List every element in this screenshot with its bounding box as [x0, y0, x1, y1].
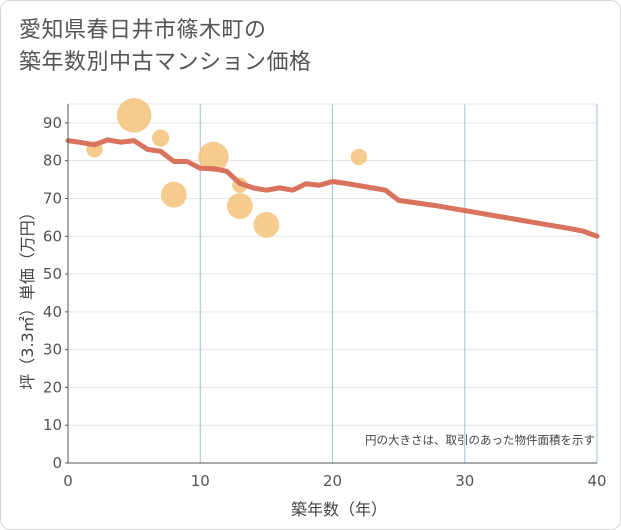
- bubble-point-8: [350, 148, 368, 166]
- chart-title-line1: 愛知県春日井市篠木町の: [19, 18, 267, 43]
- bubble-point-5: [227, 193, 253, 219]
- y-tick-label-20: 20: [43, 378, 62, 396]
- y-tick-label-30: 30: [43, 341, 62, 359]
- x-tick-label-10: 10: [191, 472, 210, 490]
- y-tick-label-80: 80: [43, 152, 62, 170]
- y-tick-label-10: 10: [43, 416, 62, 434]
- chart-title-line2: 築年数別中古マンション価格: [19, 50, 312, 75]
- y-tick-label-70: 70: [43, 189, 62, 207]
- chart-title: 愛知県春日井市篠木町の 築年数別中古マンション価格: [19, 15, 312, 79]
- bubble-series: [86, 98, 368, 238]
- axes: [67, 104, 597, 464]
- grid-lines: [68, 103, 598, 463]
- y-tick-label-90: 90: [43, 114, 62, 132]
- y-tick-label-0: 0: [52, 454, 62, 472]
- x-axis-label: 築年数（年）: [291, 500, 387, 519]
- bubble-point-1: [116, 98, 152, 133]
- bubble-point-4: [198, 141, 229, 173]
- y-tick-label-50: 50: [43, 265, 62, 283]
- bubble-point-2: [151, 129, 170, 147]
- y-axis-label: 坪（3.3㎡）単価（万円）: [18, 204, 37, 389]
- bubble-point-3: [160, 181, 187, 208]
- y-tick-label-60: 60: [43, 227, 62, 245]
- x-tick-label-30: 30: [455, 472, 474, 490]
- x-tick-label-20: 20: [323, 472, 342, 490]
- x-tick-label-0: 0: [63, 472, 73, 490]
- trend-line-group: [65, 137, 600, 239]
- size-note: 円の大きさは、取引のあった物件面積を示す: [365, 433, 595, 447]
- bubble-point-7: [253, 212, 280, 238]
- x-tick-label-40: 40: [587, 472, 606, 490]
- y-tick-label-40: 40: [43, 303, 62, 321]
- trend-line: [65, 137, 600, 239]
- tick-labels: 0 10 20 30 40 50 60 70 80 90 0 10 20 30 40: [43, 114, 607, 490]
